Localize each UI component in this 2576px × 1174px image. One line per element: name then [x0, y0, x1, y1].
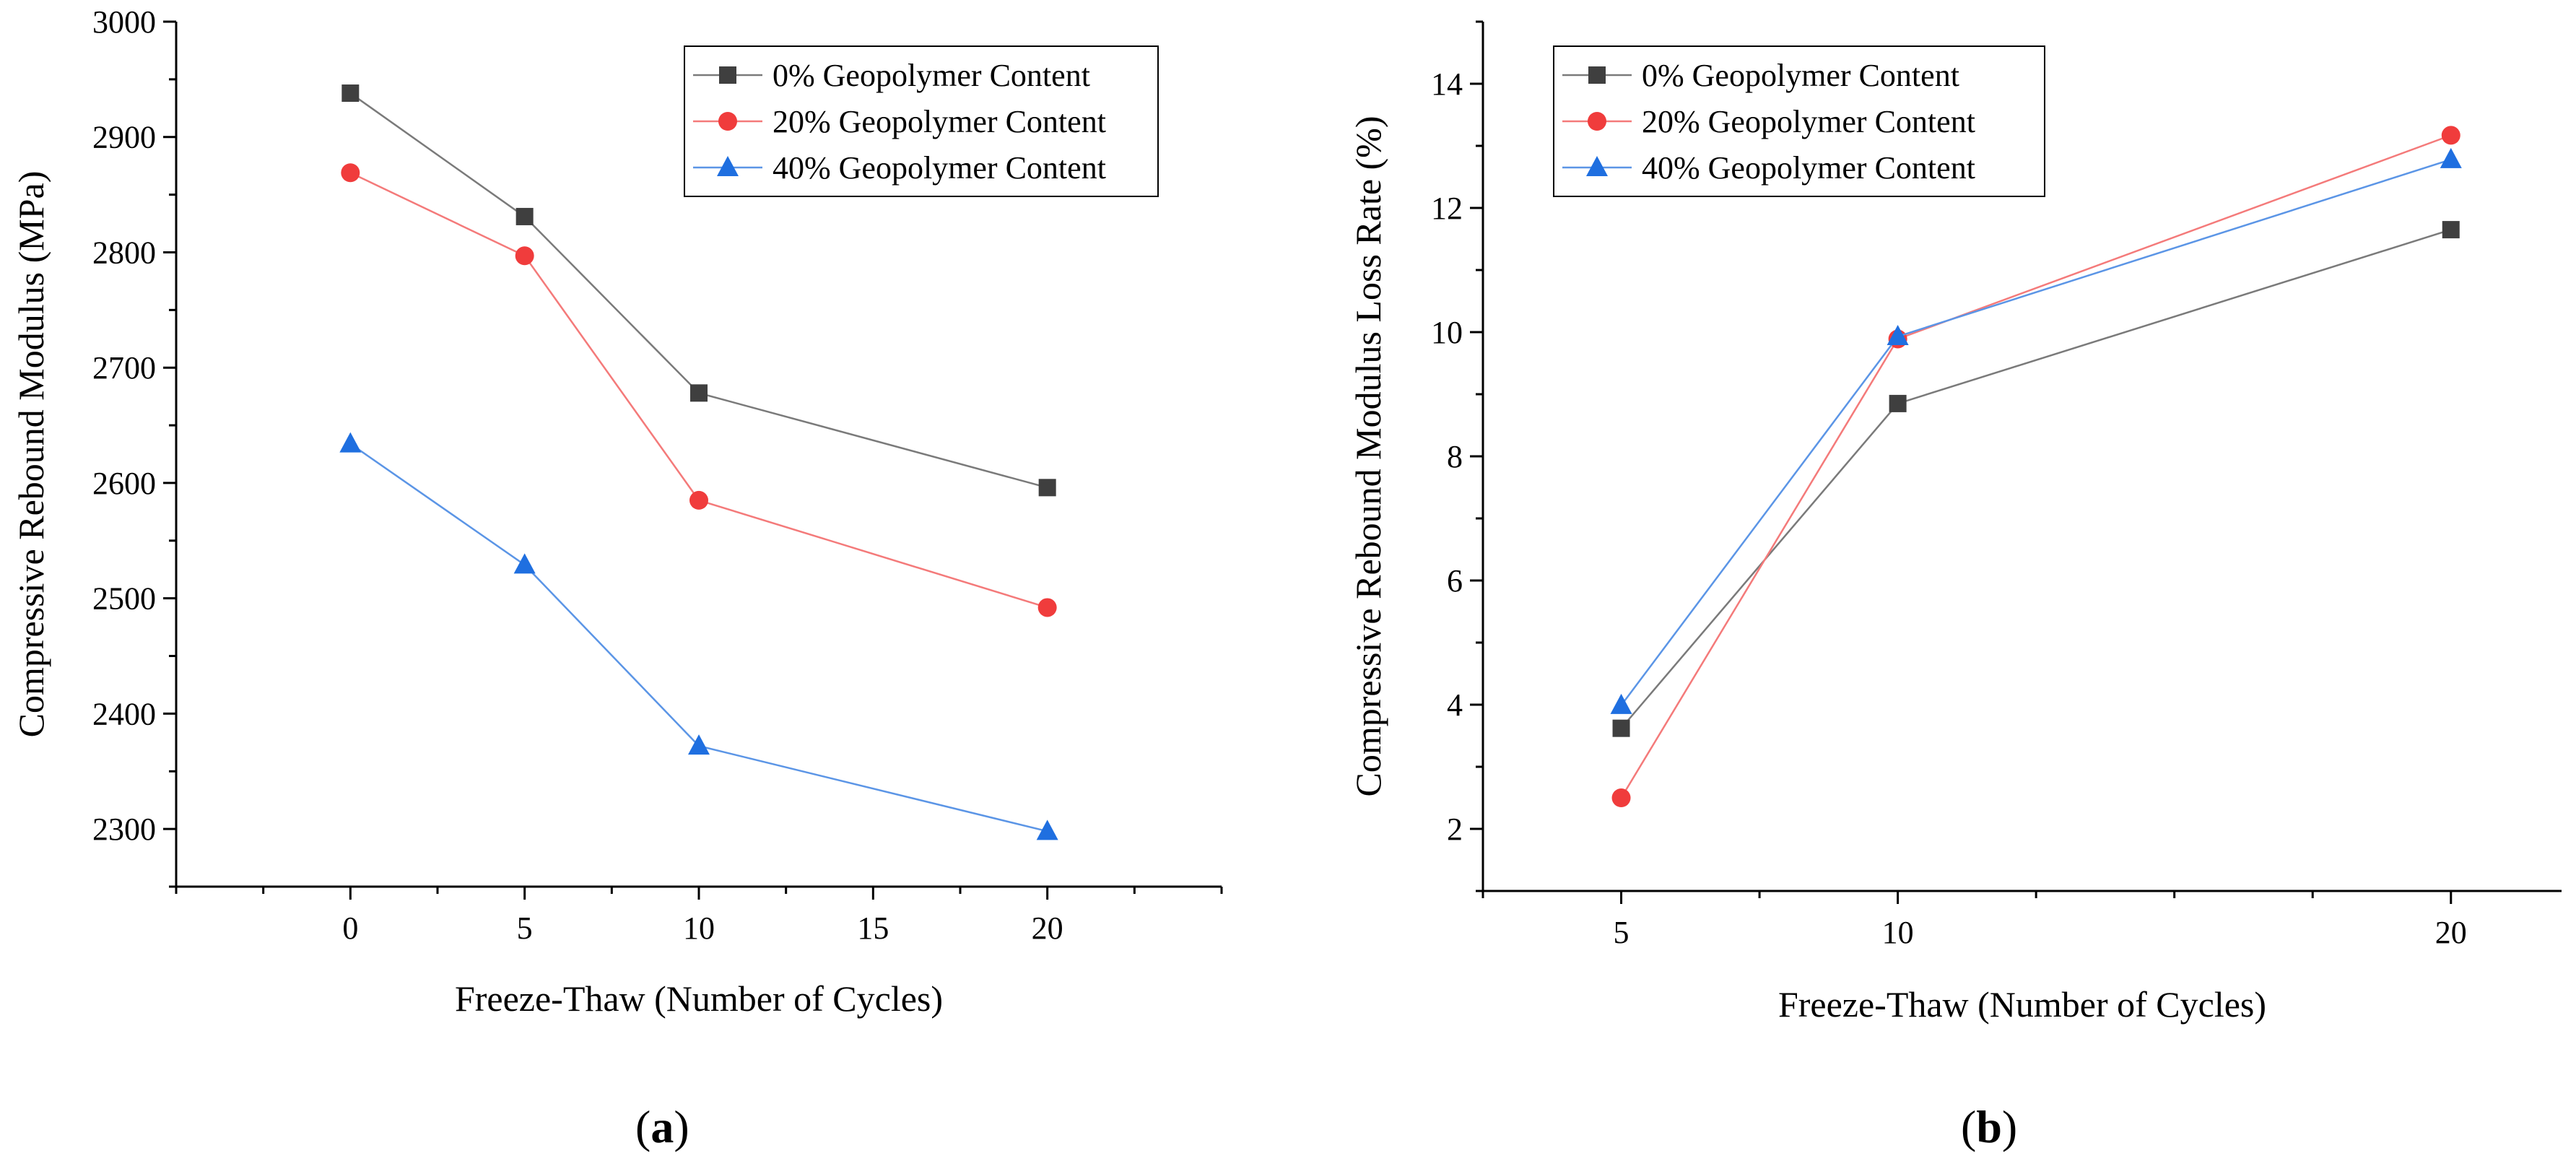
- y-tick-label: 2800: [92, 235, 156, 270]
- legend-label: 20% Geopolymer Content: [773, 104, 1106, 139]
- data-point: [1038, 479, 1056, 497]
- y-tick-label: 2400: [92, 696, 156, 731]
- legend-label: 0% Geopolymer Content: [1642, 58, 1959, 93]
- data-point: [2440, 147, 2462, 168]
- data-point: [513, 553, 536, 574]
- series-0: [1612, 221, 2460, 737]
- data-point: [688, 734, 710, 755]
- chart-a: 2300 2400 2500 2600 2700 2800 2900 3000 0 5 10 15 20…: [11, 4, 1223, 1152]
- data-point: [1611, 788, 1631, 807]
- series-1: [1611, 126, 2460, 807]
- legend: 0% Geopolymer Content 20% Geopolymer Cont…: [1553, 45, 2045, 197]
- y-tick-label: 8: [1447, 439, 1463, 474]
- x-axis-title: Freeze-Thaw (Number of Cycles): [1778, 984, 2266, 1025]
- legend-label: 20% Geopolymer Content: [1642, 104, 1975, 139]
- data-point: [689, 490, 708, 510]
- panel-label-open: (: [635, 1101, 650, 1152]
- y-axis-title: Compressive Rebound Modulus (MPa): [11, 171, 51, 738]
- x-tick-label: 15: [857, 910, 889, 946]
- data-point: [1610, 693, 1632, 714]
- legend: 0% Geopolymer Content 20% Geopolymer Cont…: [684, 45, 1159, 197]
- data-point: [515, 246, 534, 266]
- panel-label-open: (: [1961, 1101, 1976, 1152]
- legend-marker: [719, 66, 736, 84]
- legend-box: [684, 45, 1159, 197]
- series-line: [349, 443, 1048, 832]
- series-line: [1620, 228, 2452, 729]
- series-line: [1620, 158, 2452, 706]
- series-1: [341, 163, 1057, 617]
- panel-label-letter: a: [650, 1101, 674, 1152]
- data-point: [341, 84, 360, 103]
- data-point: [1037, 598, 1057, 617]
- series-line: [349, 172, 1048, 609]
- x-tick-label: 10: [683, 910, 715, 946]
- y-tick-label: 2600: [92, 466, 156, 501]
- series-2: [1610, 147, 2462, 714]
- legend-label: 40% Geopolymer Content: [773, 150, 1106, 186]
- panel-label: (b): [1961, 1101, 2017, 1152]
- x-axis-title: Freeze-Thaw (Number of Cycles): [455, 978, 943, 1019]
- panel-label-close: ): [2002, 1101, 2017, 1152]
- data-point: [690, 384, 708, 402]
- legend-marker: [717, 156, 739, 176]
- data-point: [2442, 221, 2460, 239]
- data-point: [1889, 394, 1907, 412]
- panel-label-letter: b: [1976, 1101, 2002, 1152]
- x-tick-label: 5: [1614, 915, 1629, 950]
- y-tick-label: 2: [1447, 812, 1463, 847]
- legend-marker: [1586, 156, 1608, 176]
- legend-marker: [718, 112, 737, 131]
- y-tick-label: 2300: [92, 812, 156, 847]
- legend-item: 0% Geopolymer Content: [693, 58, 1090, 93]
- x-tick-label: 20: [1032, 910, 1063, 946]
- legend-item: 40% Geopolymer Content: [1562, 150, 1975, 186]
- x-tick-label: 10: [1882, 915, 1914, 950]
- panel-label-close: ): [674, 1101, 689, 1152]
- data-point: [515, 207, 534, 225]
- data-point: [2441, 126, 2460, 145]
- series-line: [1620, 134, 2452, 799]
- data-point: [339, 432, 362, 453]
- y-tick-label: 10: [1431, 315, 1463, 350]
- legend-item: 20% Geopolymer Content: [693, 104, 1106, 139]
- legend-label: 0% Geopolymer Content: [773, 58, 1090, 93]
- legend-item: 0% Geopolymer Content: [1562, 58, 1959, 93]
- y-tick-label: 14: [1431, 66, 1463, 102]
- y-tick-label: 4: [1447, 687, 1463, 723]
- y-tick-label: 2700: [92, 350, 156, 386]
- y-tick-label: 6: [1447, 563, 1463, 599]
- legend-label: 40% Geopolymer Content: [1642, 150, 1975, 186]
- panel-label: (a): [635, 1101, 689, 1152]
- series-0: [341, 84, 1056, 497]
- data-point: [1612, 719, 1630, 737]
- y-tick-label: 3000: [92, 4, 156, 40]
- legend-box: [1553, 45, 2045, 197]
- x-tick-label: 20: [2435, 915, 2467, 950]
- y-axis-title: Compressive Rebound Modulus Loss Rate (%…: [1348, 116, 1388, 797]
- y-tick-label: 2900: [92, 120, 156, 155]
- legend-marker: [1588, 112, 1606, 131]
- x-tick-label: 0: [342, 910, 358, 946]
- series-line: [349, 92, 1048, 489]
- legend-item: 20% Geopolymer Content: [1562, 104, 1975, 139]
- x-tick-label: 5: [517, 910, 533, 946]
- y-tick-label: 2500: [92, 581, 156, 617]
- legend-marker: [1588, 66, 1606, 84]
- data-point: [1887, 325, 1909, 346]
- data-point: [1036, 819, 1058, 840]
- y-tick-label: 12: [1431, 191, 1463, 226]
- chart-b: 2 4 6 8 10 12 14 5 10 20 Freeze-Thaw (Number of Cy…: [1348, 20, 2562, 1152]
- data-point: [341, 163, 360, 183]
- legend-item: 40% Geopolymer Content: [693, 150, 1106, 186]
- series-2: [339, 432, 1058, 840]
